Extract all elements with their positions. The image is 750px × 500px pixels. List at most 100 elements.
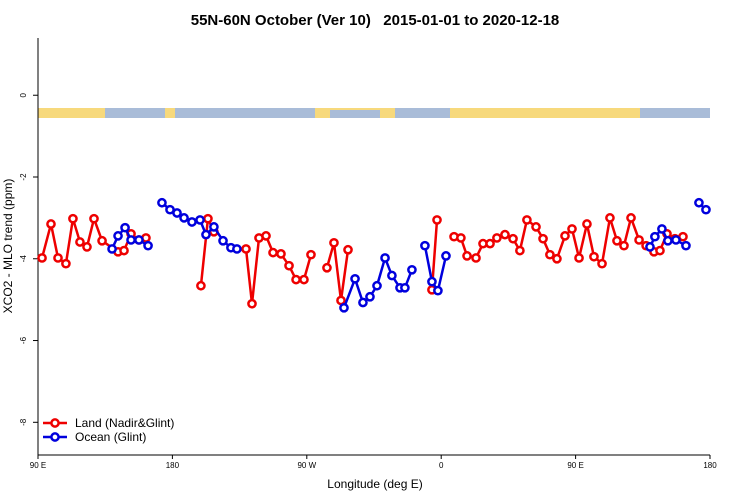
point: [522, 215, 532, 225]
point: [538, 233, 548, 244]
point: [545, 249, 555, 260]
point: [247, 298, 257, 309]
x-tick-label: 180: [703, 461, 717, 470]
point: [387, 270, 397, 281]
point: [203, 213, 213, 224]
point: [420, 240, 430, 251]
point: [567, 224, 577, 234]
point: [276, 249, 286, 259]
point: [663, 235, 673, 246]
point: [268, 247, 278, 258]
point: [46, 219, 56, 229]
point: [365, 291, 375, 302]
y-tick-label: -8: [19, 418, 28, 426]
point: [89, 213, 99, 224]
map-strip: [38, 108, 710, 118]
point: [241, 244, 251, 254]
y-tick-label: -6: [19, 336, 28, 344]
point: [97, 235, 107, 246]
point: [671, 235, 681, 245]
point: [218, 235, 228, 246]
point: [694, 197, 704, 208]
point: [196, 280, 206, 291]
point: [582, 219, 592, 229]
x-axis-label: Longitude (deg E): [327, 477, 422, 491]
point: [462, 251, 472, 261]
point: [456, 233, 466, 243]
point: [597, 258, 607, 269]
point: [574, 253, 584, 263]
point: [209, 222, 219, 232]
point: [179, 213, 189, 223]
point: [126, 235, 136, 245]
legend-marker: [50, 432, 60, 442]
point: [427, 276, 437, 287]
x-tick-label: 90 W: [297, 461, 316, 470]
point: [358, 297, 368, 308]
legend-label: Ocean (Glint): [75, 430, 146, 444]
x-tick-label: 90 E: [567, 461, 583, 470]
point: [172, 208, 182, 218]
point: [187, 217, 197, 227]
point: [143, 240, 153, 251]
point: [508, 233, 518, 244]
point: [626, 213, 636, 223]
point: [433, 285, 443, 296]
point: [343, 244, 353, 255]
point: [53, 253, 63, 263]
series-line: [40, 213, 684, 304]
legend-marker: [50, 418, 60, 428]
point: [681, 240, 691, 251]
x-tick-label: 0: [439, 461, 444, 470]
point: [634, 235, 644, 245]
point: [157, 197, 167, 208]
point: [322, 262, 332, 273]
point: [113, 231, 123, 241]
y-axis-label: XCO2 - MLO trend (ppm): [1, 179, 15, 314]
point: [500, 229, 510, 240]
x-tick-label: 180: [166, 461, 180, 470]
point: [68, 213, 78, 224]
point: [485, 238, 495, 249]
y-tick-label: -4: [19, 255, 28, 263]
x-tick-label: 90 E: [30, 461, 46, 470]
point: [134, 235, 144, 245]
point: [531, 222, 541, 232]
legend-label: Land (Nadir&Glint): [75, 416, 174, 430]
point: [650, 231, 660, 242]
point: [645, 242, 655, 252]
point: [471, 253, 481, 263]
point: [37, 253, 47, 263]
point: [400, 282, 410, 293]
point: [195, 215, 205, 225]
point: [407, 264, 417, 275]
point: [701, 204, 711, 215]
point: [336, 295, 346, 306]
point: [261, 231, 271, 241]
chart-title: 55N-60N October (Ver 10) 2015-01-01 to 2…: [191, 12, 560, 29]
point: [75, 237, 85, 247]
point: [61, 258, 71, 269]
point: [589, 251, 599, 262]
point: [560, 231, 570, 241]
point: [432, 215, 442, 225]
point: [232, 244, 242, 254]
point: [612, 235, 622, 246]
point: [441, 251, 451, 261]
point: [201, 229, 211, 240]
point: [350, 273, 360, 284]
point: [339, 302, 349, 313]
point: [119, 245, 129, 256]
y-tick-label: 0: [19, 92, 28, 97]
point: [120, 222, 130, 233]
y-tick-label: -2: [19, 173, 28, 181]
point: [619, 240, 629, 251]
point: [291, 274, 301, 285]
point: [284, 260, 294, 271]
point: [329, 237, 339, 248]
point: [605, 213, 615, 223]
point: [515, 245, 525, 256]
point: [372, 280, 382, 291]
point: [306, 249, 316, 260]
